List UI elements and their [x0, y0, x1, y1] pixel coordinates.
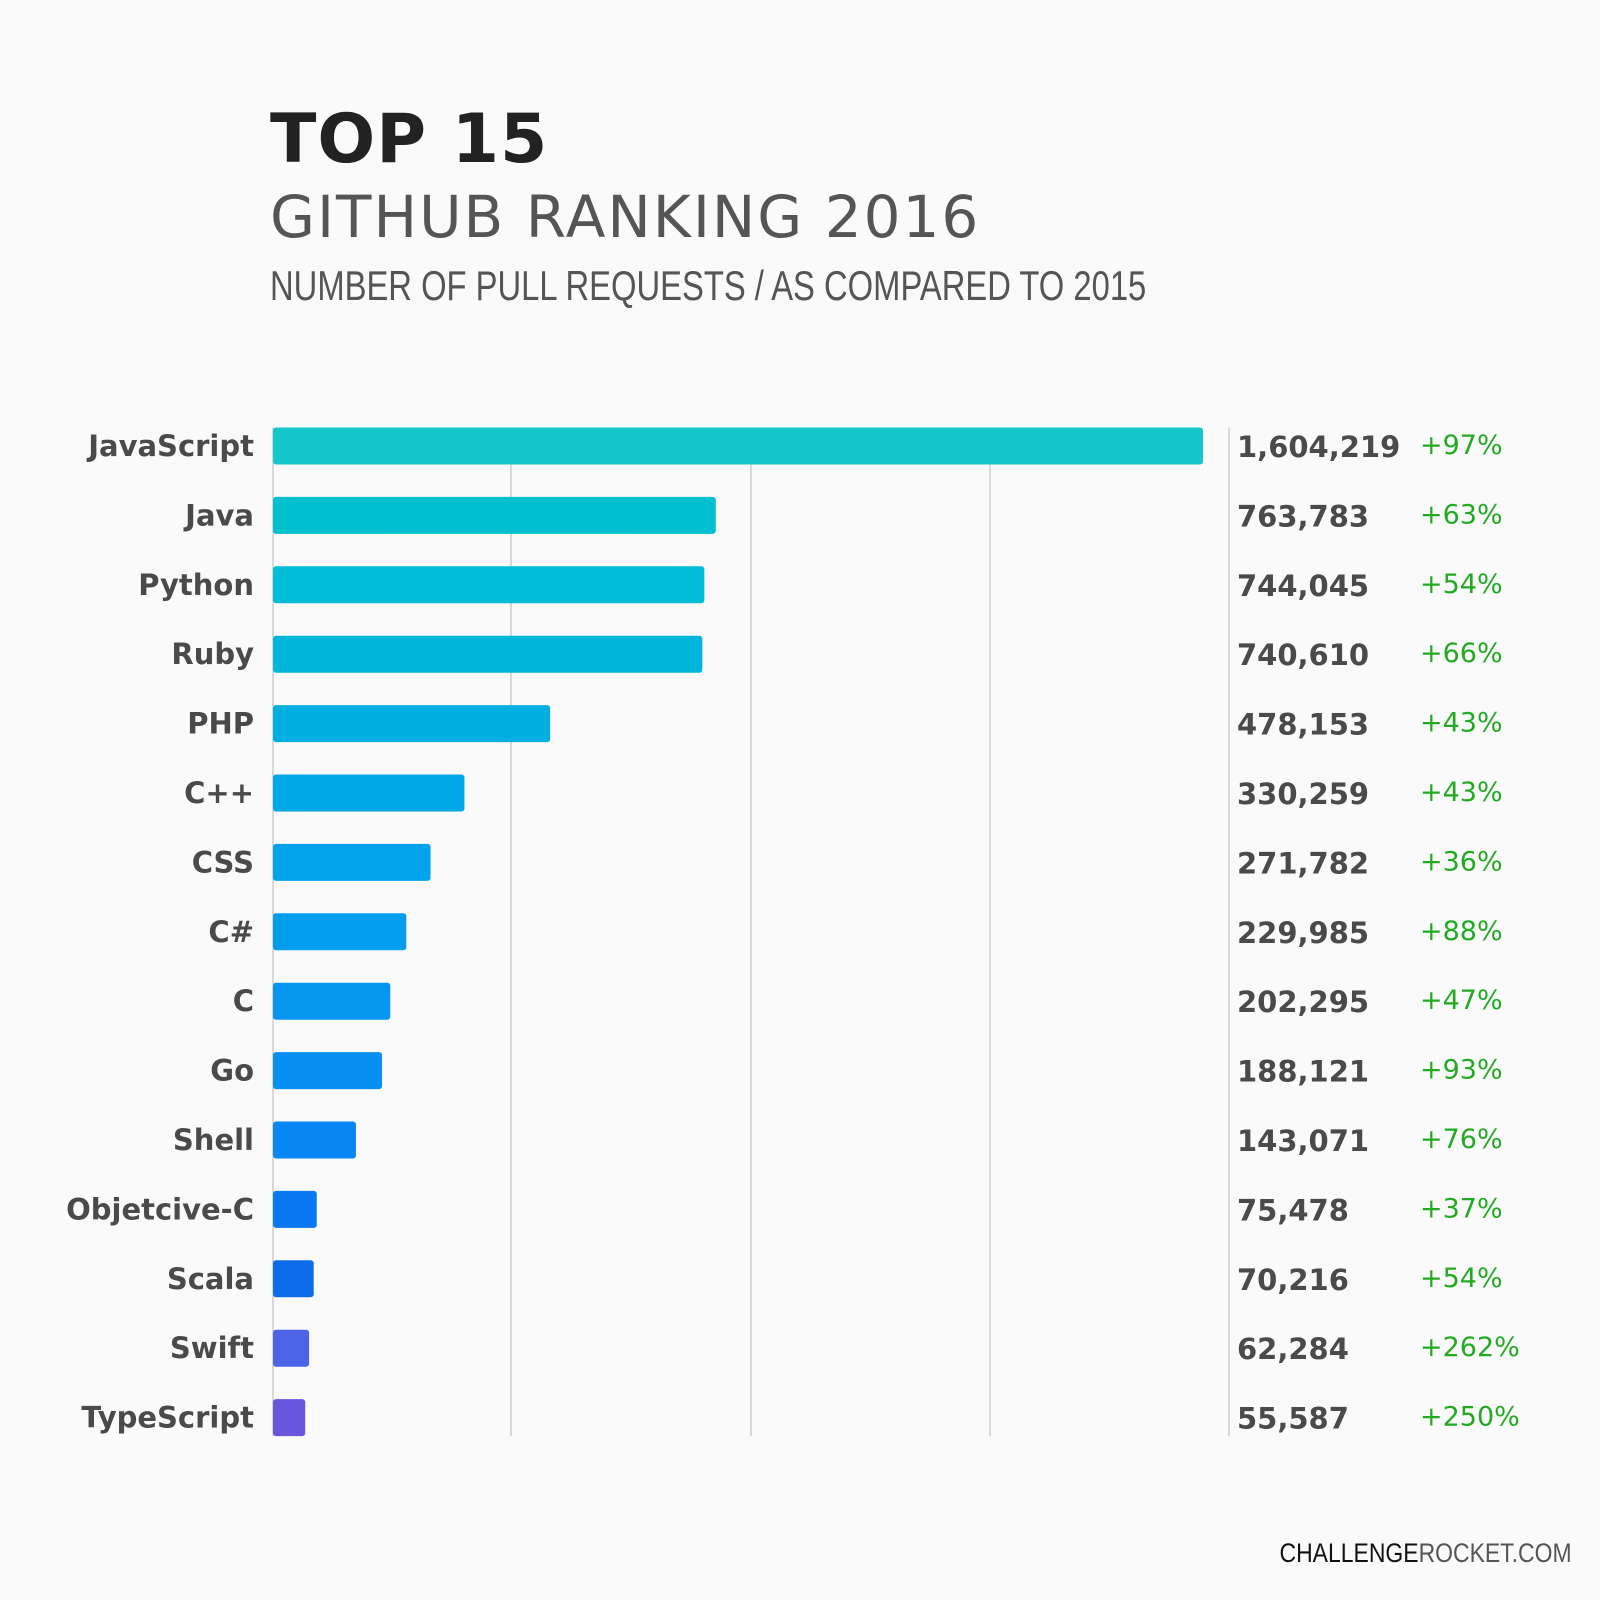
- footer-brand-part2: ROCKET.COM: [1418, 1538, 1572, 1568]
- value-label: 478,153: [1237, 708, 1369, 742]
- change-label: +97%: [1420, 430, 1503, 461]
- bar-javascript: [273, 427, 1203, 465]
- bar-css: [273, 843, 431, 881]
- bar-swift: [273, 1329, 310, 1367]
- category-label: Shell: [173, 1123, 254, 1157]
- change-label: +37%: [1420, 1193, 1503, 1224]
- change-label: +63%: [1420, 499, 1503, 530]
- category-label: Swift: [170, 1331, 254, 1365]
- change-label: +88%: [1420, 916, 1503, 947]
- change-label: +93%: [1420, 1055, 1503, 1086]
- change-label: +43%: [1420, 708, 1503, 739]
- category-label: TypeScript: [81, 1401, 254, 1435]
- value-label: 1,604,219: [1237, 430, 1400, 464]
- change-label: +66%: [1420, 638, 1503, 669]
- category-label: Ruby: [171, 637, 254, 671]
- value-label: 330,259: [1237, 777, 1369, 811]
- change-label: +43%: [1420, 777, 1503, 808]
- change-label: +54%: [1420, 1263, 1503, 1294]
- value-label: 271,782: [1237, 846, 1369, 880]
- chart-description: NUMBER OF PULL REQUESTS / AS COMPARED TO…: [270, 262, 1147, 309]
- change-label: +36%: [1420, 846, 1503, 877]
- category-label: Java: [183, 498, 254, 532]
- bar-php: [273, 705, 551, 743]
- footer-brand-part1: CHALLENGE: [1279, 1538, 1419, 1568]
- category-label: C: [233, 984, 254, 1018]
- footer-brand[interactable]: CHALLENGEROCKET.COM: [1280, 1538, 1572, 1569]
- value-label: 62,284: [1237, 1332, 1349, 1366]
- category-label: JavaScript: [86, 429, 254, 463]
- bar-c++: [273, 774, 465, 812]
- bar-c#: [273, 913, 407, 951]
- category-label: Go: [210, 1054, 254, 1088]
- category-label: C++: [184, 776, 254, 810]
- category-label: Objetcive-C: [66, 1192, 254, 1226]
- change-label: +262%: [1420, 1332, 1520, 1363]
- bar-go: [273, 1052, 383, 1090]
- category-label: Scala: [167, 1262, 254, 1296]
- bar-python: [273, 566, 705, 604]
- change-label: +76%: [1420, 1124, 1503, 1155]
- category-label: C#: [208, 915, 254, 949]
- value-label: 143,071: [1237, 1124, 1369, 1158]
- bar-c: [273, 982, 391, 1020]
- value-label: 55,587: [1237, 1402, 1349, 1436]
- category-label: Python: [138, 568, 254, 602]
- bar-ruby: [273, 635, 703, 673]
- category-label: CSS: [192, 845, 254, 879]
- change-label: +54%: [1420, 569, 1503, 600]
- category-label: PHP: [187, 707, 254, 741]
- value-label: 740,610: [1237, 638, 1369, 672]
- chart-subtitle: GITHUB RANKING 2016: [270, 183, 981, 251]
- bar-scala: [273, 1260, 314, 1298]
- value-label: 188,121: [1237, 1055, 1369, 1089]
- chart-title: TOP 15: [270, 100, 549, 179]
- value-label: 202,295: [1237, 985, 1369, 1019]
- value-label: 229,985: [1237, 916, 1369, 950]
- value-label: 744,045: [1237, 569, 1369, 603]
- change-label: +47%: [1420, 985, 1503, 1016]
- value-label: 763,783: [1237, 499, 1369, 533]
- change-label: +250%: [1420, 1402, 1520, 1433]
- bar-shell: [273, 1121, 356, 1159]
- bar-java: [273, 496, 716, 534]
- bar-typescript: [273, 1399, 306, 1437]
- value-label: 70,216: [1237, 1263, 1349, 1297]
- bar-objetcive-c: [273, 1190, 317, 1228]
- value-label: 75,478: [1237, 1193, 1349, 1227]
